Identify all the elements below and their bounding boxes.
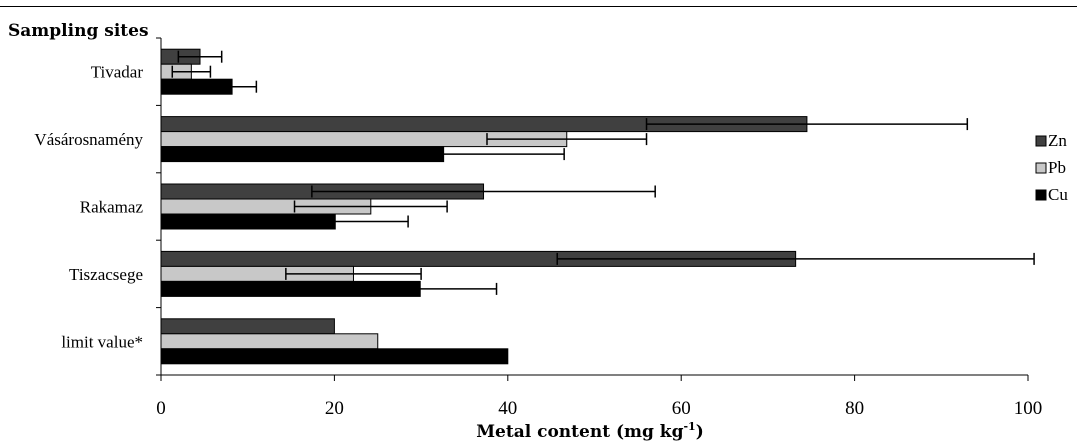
legend-label-pb: Pb — [1048, 158, 1066, 177]
legend-swatch-cu — [1035, 189, 1047, 201]
x-tick-label: 20 — [325, 398, 344, 419]
bar-cu — [160, 348, 509, 365]
chart-title: Sampling sites — [8, 21, 149, 41]
x-tick-label: 60 — [672, 398, 691, 419]
legend-label-zn: Zn — [1048, 131, 1067, 150]
plot-area: 0 20 40 60 80 100 Tivadar Vásárosnamény Rakamaz T… — [34, 37, 1043, 419]
category-label: Tivadar — [91, 63, 144, 82]
x-tick-label: 40 — [498, 398, 517, 419]
x-axis-title-superscript: -1 — [683, 420, 695, 433]
category-label: Tiszacsege — [69, 265, 143, 284]
legend-swatch-pb — [1035, 162, 1047, 174]
legend-label-cu: Cu — [1048, 185, 1068, 204]
x-axis-title: Metal content (mg kg-1) — [476, 420, 704, 442]
category-label: Rakamaz — [80, 198, 144, 217]
x-tick-label: 80 — [845, 398, 864, 419]
x-tick-label: 100 — [1014, 398, 1043, 419]
bar-zn — [160, 318, 335, 335]
x-axis-title-end: ) — [696, 422, 704, 442]
legend-swatch-zn — [1035, 135, 1047, 147]
category-label: Vásárosnamény — [34, 130, 143, 149]
legend: Zn Pb Cu — [1035, 131, 1068, 204]
bar-pb — [160, 333, 379, 350]
category-label: limit value* — [61, 332, 143, 351]
x-tick-label: 0 — [156, 398, 166, 419]
x-axis-title-main: Metal content (mg kg — [476, 422, 683, 442]
top-border-line — [0, 6, 1077, 7]
